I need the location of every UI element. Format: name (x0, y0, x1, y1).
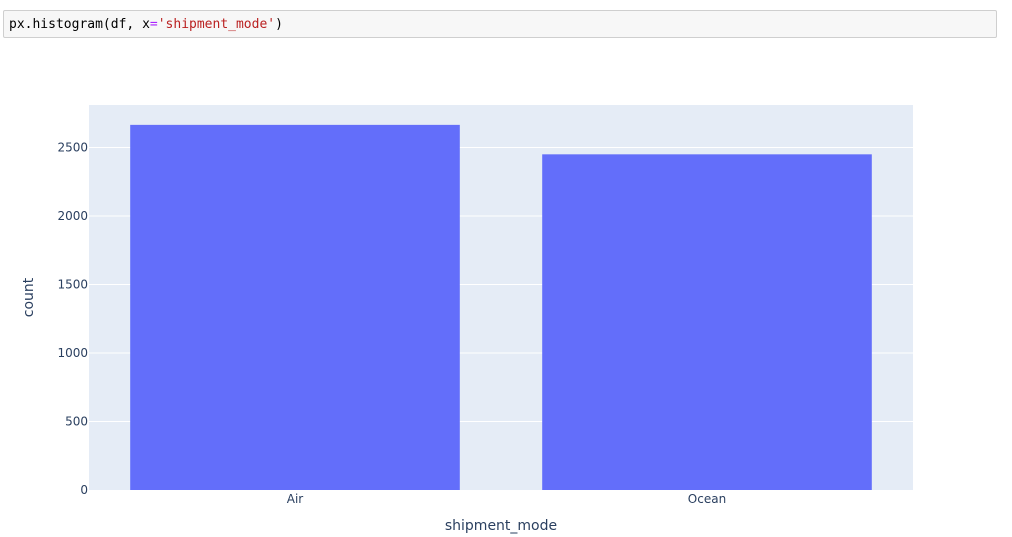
y-tick-label: 1000 (57, 346, 88, 360)
code-func: px.histogram (9, 17, 103, 32)
code-arg-value: 'shipment_mode' (157, 17, 276, 32)
x-axis-title: shipment_mode (445, 518, 557, 534)
y-tick-label: 0 (80, 483, 88, 497)
x-tick-label: Air (287, 492, 304, 506)
histogram-chart: 0 500 1000 1500 2000 2500 Air Ocean shipment_mod… (21, 105, 913, 534)
x-tick-label: Ocean (688, 492, 726, 506)
y-tick-label: 500 (65, 414, 88, 428)
code-line[interactable]: px.histogram(df, x='shipment_mode') (9, 17, 283, 32)
code-arg-df: df (110, 17, 127, 32)
y-axis-title: count (21, 277, 37, 317)
bar (542, 154, 872, 490)
code-cell[interactable]: px.histogram(df, x='shipment_mode') (3, 10, 997, 38)
y-tick-label: 1500 (57, 277, 88, 291)
code-arg-kw: x (142, 17, 150, 32)
y-tick-label: 2000 (57, 209, 88, 223)
y-tick-label: 2500 (57, 140, 88, 154)
bar (130, 124, 460, 490)
